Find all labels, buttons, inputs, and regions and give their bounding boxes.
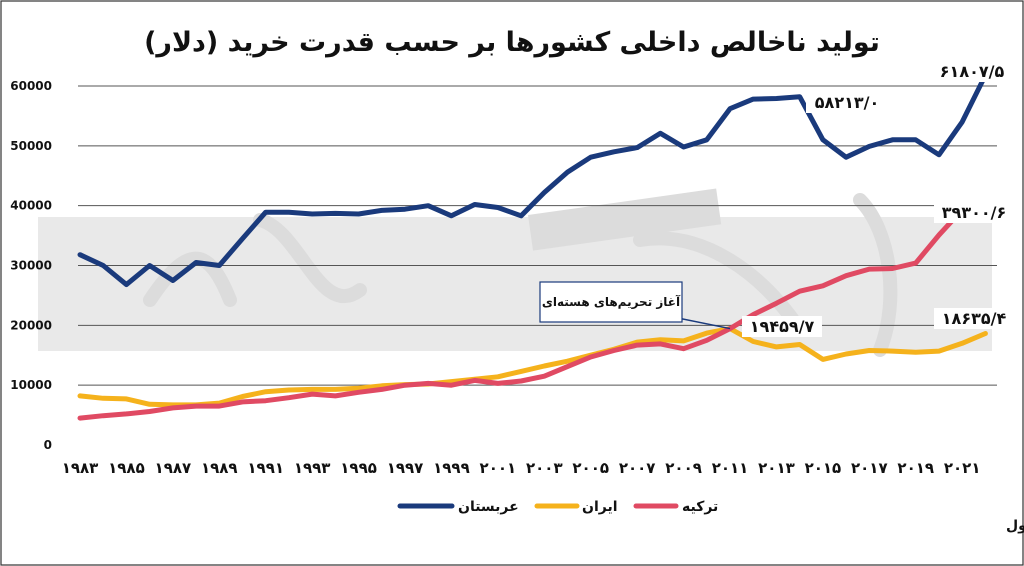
x-tick-label: ۲۰۰۳ [526, 459, 563, 477]
series-line [77, 207, 965, 421]
chart-title: تولید ناخالص داخلی کشورها بر حسب قدرت خر… [144, 27, 880, 58]
annotation-bg [742, 316, 822, 337]
x-tick-label: ۱۹۹۷ [387, 459, 424, 477]
legend-label: ترکیه [682, 499, 718, 515]
watermark-band [38, 217, 992, 351]
x-tick-label: ۱۹۸۵ [108, 459, 145, 477]
x-tick-label: ۲۰۲۱ [944, 459, 981, 477]
series-line [77, 326, 988, 408]
x-tick-label: ۲۰۱۳ [758, 459, 795, 477]
annotation-label: ۱۹۴۵۹/۷ [750, 317, 815, 336]
x-tick-label: ۱۹۹۹ [433, 459, 470, 477]
x-tick-label: ۱۹۹۵ [340, 459, 377, 477]
annotation-bg [932, 61, 1012, 82]
y-tick-label: 50000 [10, 139, 52, 153]
annotation-label: ۶۱۸۰۷/۵ [940, 62, 1005, 81]
x-tick-label: ۲۰۰۷ [619, 459, 656, 477]
x-tick-label: ۱۹۸۳ [62, 459, 99, 477]
y-tick-label: 20000 [10, 318, 52, 332]
y-tick-label: 10000 [10, 378, 52, 392]
legend-label: ایران [582, 499, 618, 515]
x-tick-label: ۱۹۸۹ [201, 459, 238, 477]
annotation-bg [806, 92, 888, 113]
y-tick-label: 30000 [10, 258, 52, 272]
legend: عربستان ایران ترکیه [397, 499, 718, 515]
value-annotations: ۵۸۲۱۳/۰ ۶۱۸۰۷/۵ ۳۹۳۰۰/۶ ۱۸۶۳۵/۴ ۱۹۴۵۹/۷ [742, 61, 1014, 337]
source-note: منبع: صندوق بین‌المللی پول [1006, 518, 1024, 534]
gridlines [78, 85, 997, 386]
x-tick-label: ۱۹۹۱ [247, 459, 284, 477]
callout-box [539, 281, 683, 323]
callout-label: آغاز تحریم‌های هسته‌ای [542, 294, 681, 309]
x-tick-label: ۲۰۱۱ [712, 459, 749, 477]
annotation-label: ۱۸۶۳۵/۴ [942, 309, 1007, 328]
x-tick-label: ۱۹۸۷ [155, 459, 192, 477]
annotation-label: ۳۹۳۰۰/۶ [942, 203, 1006, 222]
watermark-tag [528, 188, 722, 251]
legend-label: عربستان [458, 499, 519, 515]
x-tick-label: ۱۹۹۳ [294, 459, 331, 477]
annotation-label: ۵۸۲۱۳/۰ [815, 93, 879, 112]
sanctions-callout: آغاز تحریم‌های هسته‌ای [539, 281, 731, 330]
y-tick-label: 60000 [10, 79, 52, 93]
y-tick-label: 0 [44, 438, 52, 452]
y-tick-label: 40000 [10, 199, 52, 213]
x-axis-ticks: ۱۹۸۳ ۱۹۸۵ ۱۹۸۷ ۱۹۸۹ ۱۹۹۱ ۱۹۹۳ ۱۹۹۵ ۱۹۹۷ ۱۹۹۹ ۲۰۰۱… [62, 459, 981, 477]
annotation-bg [934, 308, 1014, 329]
x-tick-label: ۲۰۰۹ [665, 459, 702, 477]
x-tick-label: ۲۰۱۹ [897, 459, 934, 477]
y-axis-ticks: 0 10000 20000 30000 40000 50000 60000 [10, 79, 52, 452]
x-tick-label: ۲۰۰۵ [572, 459, 609, 477]
series-line [77, 72, 988, 288]
x-tick-label: ۲۰۱۵ [805, 459, 842, 477]
annotation-bg [934, 202, 1014, 223]
x-tick-label: ۲۰۱۷ [851, 459, 888, 477]
x-tick-label: ۲۰۰۱ [480, 459, 517, 477]
series-lines [77, 72, 988, 421]
watermark-logo [143, 193, 898, 357]
